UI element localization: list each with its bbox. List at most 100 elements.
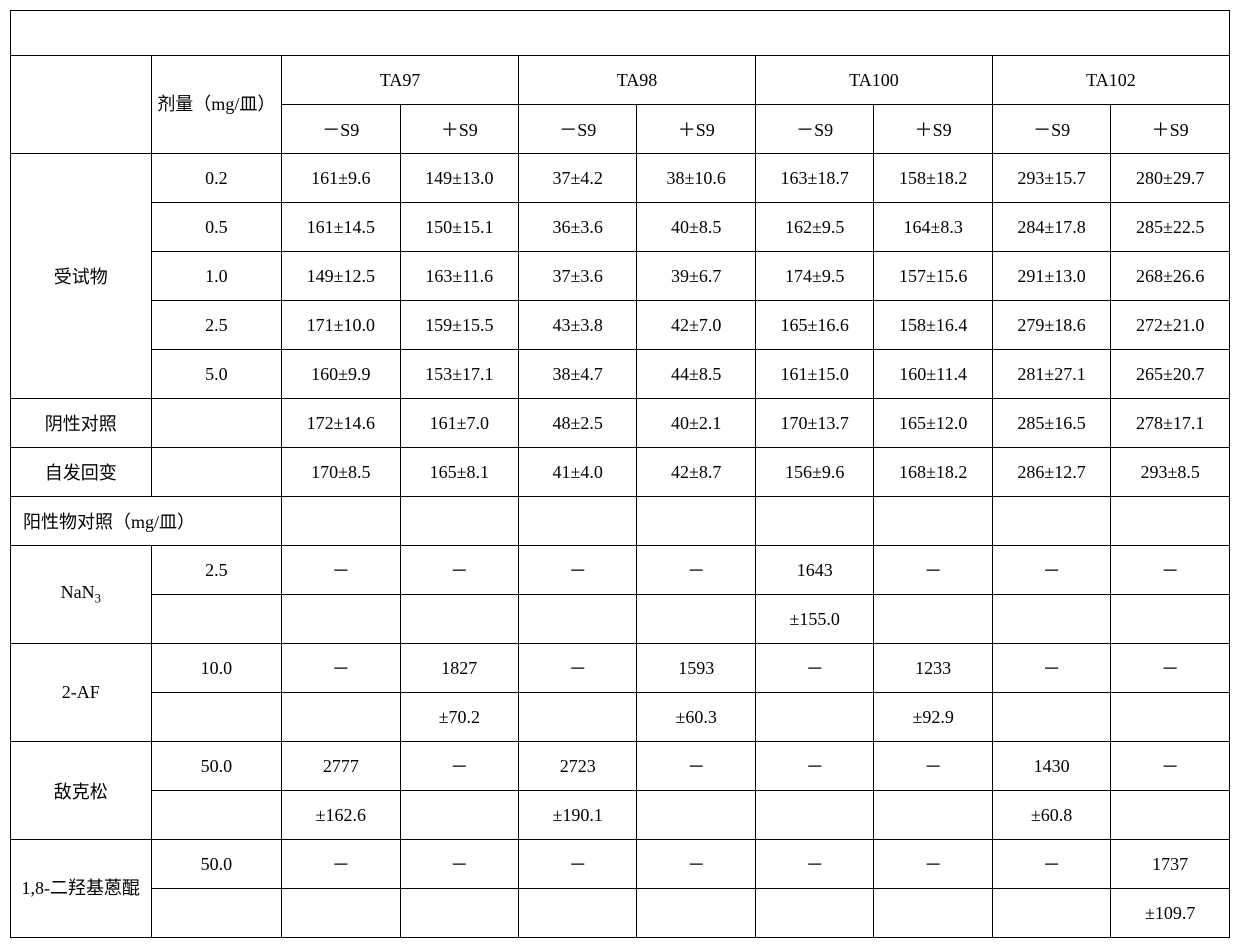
data-cell: －: [519, 546, 637, 595]
data-cell: ±155.0: [755, 595, 873, 644]
header-row-1: 剂量（mg/皿） TA97 TA98 TA100 TA102: [11, 56, 1230, 105]
data-cell: 162±9.5: [755, 203, 873, 252]
data-cell: [400, 595, 518, 644]
data-cell: 164±8.3: [874, 203, 992, 252]
data-cell: [400, 889, 518, 938]
data-cell: ±70.2: [400, 693, 518, 742]
table-row: 1,8-二羟基蒽醌 50.0 － － － － － － － 1737: [11, 840, 1230, 889]
table-row: ±109.7: [11, 889, 1230, 938]
data-cell: ±60.3: [637, 693, 755, 742]
data-cell: 165±8.1: [400, 448, 518, 497]
table-row: 5.0 160±9.9 153±17.1 38±4.7 44±8.5 161±1…: [11, 350, 1230, 399]
table-row: ±155.0: [11, 595, 1230, 644]
top-blank-row: [11, 11, 1230, 56]
dose-cell: 0.2: [151, 154, 282, 203]
data-cell: [282, 889, 400, 938]
pos-header-label: 阳性物对照（mg/皿）: [11, 497, 282, 546]
data-cell: 285±16.5: [992, 399, 1110, 448]
table-row: NaN3 2.5 － － － － 1643 － － －: [11, 546, 1230, 595]
dose-cell: 50.0: [151, 840, 282, 889]
data-cell: －: [874, 546, 992, 595]
data-cell: ±190.1: [519, 791, 637, 840]
s9-plus: ＋S9: [874, 105, 992, 154]
table-row: ±70.2 ±60.3 ±92.9: [11, 693, 1230, 742]
data-cell: 278±17.1: [1111, 399, 1230, 448]
data-cell: －: [992, 840, 1110, 889]
table-row: 2-AF 10.0 － 1827 － 1593 － 1233 － －: [11, 644, 1230, 693]
data-cell: 150±15.1: [400, 203, 518, 252]
data-cell: [637, 595, 755, 644]
data-cell: 42±7.0: [637, 301, 755, 350]
data-cell: 161±15.0: [755, 350, 873, 399]
s9-minus: －S9: [282, 105, 400, 154]
data-cell: 286±12.7: [992, 448, 1110, 497]
data-cell: 174±9.5: [755, 252, 873, 301]
data-cell: 42±8.7: [637, 448, 755, 497]
data-cell: －: [992, 546, 1110, 595]
data-cell: －: [637, 742, 755, 791]
data-cell: [1111, 693, 1230, 742]
data-cell: －: [755, 742, 873, 791]
s9-minus: －S9: [992, 105, 1110, 154]
data-cell: [874, 889, 992, 938]
data-cell: 1593: [637, 644, 755, 693]
data-cell: 158±18.2: [874, 154, 992, 203]
data-cell: [637, 889, 755, 938]
data-cell: 165±16.6: [755, 301, 873, 350]
data-cell: 161±14.5: [282, 203, 400, 252]
blank-cell: [11, 11, 1230, 56]
data-cell: ±92.9: [874, 693, 992, 742]
dose-cell: [151, 595, 282, 644]
data-cell: 160±9.9: [282, 350, 400, 399]
data-cell: 159±15.5: [400, 301, 518, 350]
data-cell: [637, 497, 755, 546]
data-cell: [1111, 595, 1230, 644]
data-cell: [755, 497, 873, 546]
data-cell: －: [282, 644, 400, 693]
data-cell: 168±18.2: [874, 448, 992, 497]
table-row: 2.5 171±10.0 159±15.5 43±3.8 42±7.0 165±…: [11, 301, 1230, 350]
strain-ta100: TA100: [755, 56, 992, 105]
data-cell: [874, 595, 992, 644]
data-cell: 293±8.5: [1111, 448, 1230, 497]
data-cell: 48±2.5: [519, 399, 637, 448]
group-nan3-label: NaN3: [11, 546, 152, 644]
dose-header: 剂量（mg/皿）: [151, 56, 282, 154]
data-cell: 163±18.7: [755, 154, 873, 203]
data-cell: 44±8.5: [637, 350, 755, 399]
data-cell: [519, 497, 637, 546]
data-cell: 37±3.6: [519, 252, 637, 301]
data-cell: 2723: [519, 742, 637, 791]
data-cell: 40±2.1: [637, 399, 755, 448]
data-cell: 158±16.4: [874, 301, 992, 350]
data-cell: [400, 791, 518, 840]
data-cell: [519, 889, 637, 938]
data-cell: [519, 693, 637, 742]
dose-cell: [151, 448, 282, 497]
table-row: 1.0 149±12.5 163±11.6 37±3.6 39±6.7 174±…: [11, 252, 1230, 301]
data-cell: 291±13.0: [992, 252, 1110, 301]
data-cell: 149±12.5: [282, 252, 400, 301]
data-cell: －: [400, 742, 518, 791]
data-cell: [874, 791, 992, 840]
data-cell: [400, 497, 518, 546]
data-cell: －: [400, 546, 518, 595]
data-cell: －: [637, 546, 755, 595]
data-cell: [282, 497, 400, 546]
data-cell: 36±3.6: [519, 203, 637, 252]
data-cell: [755, 693, 873, 742]
pos-header-row: 阳性物对照（mg/皿）: [11, 497, 1230, 546]
data-cell: 165±12.0: [874, 399, 992, 448]
data-cell: 1737: [1111, 840, 1230, 889]
data-cell: ±109.7: [1111, 889, 1230, 938]
table-row: 自发回变 170±8.5 165±8.1 41±4.0 42±8.7 156±9…: [11, 448, 1230, 497]
data-cell: 1430: [992, 742, 1110, 791]
data-cell: －: [282, 840, 400, 889]
dose-cell: 2.5: [151, 301, 282, 350]
data-cell: －: [519, 840, 637, 889]
data-cell: 39±6.7: [637, 252, 755, 301]
data-cell: 280±29.7: [1111, 154, 1230, 203]
data-cell: [992, 595, 1110, 644]
data-cell: 38±10.6: [637, 154, 755, 203]
data-cell: 1233: [874, 644, 992, 693]
